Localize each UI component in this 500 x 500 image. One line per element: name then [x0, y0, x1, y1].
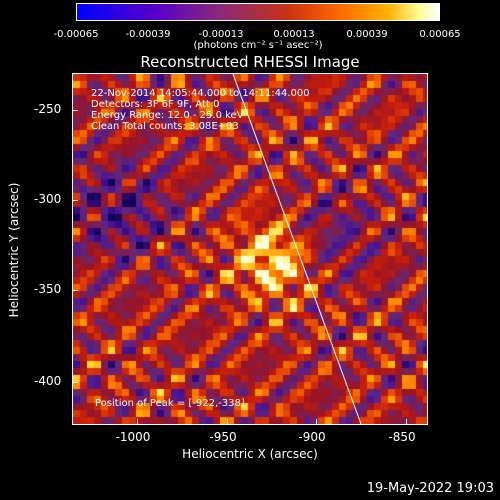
- x-tick-mark: [227, 419, 228, 425]
- plot-title: Reconstructed RHESSI Image: [140, 53, 360, 71]
- x-tick-mark: [406, 419, 407, 425]
- x-axis-label: Heliocentric X (arcsec): [182, 447, 318, 461]
- colorbar-tick: 0.00039: [346, 29, 388, 40]
- y-tick-label: -300: [34, 192, 62, 206]
- colorbar: [76, 3, 440, 21]
- colorbar-tick: -0.00039: [125, 29, 171, 40]
- y-tick-mark: [72, 290, 78, 291]
- x-tick-mark: [316, 419, 317, 425]
- x-tick-mark: [137, 419, 138, 425]
- colorbar-tick: -0.00065: [53, 29, 99, 40]
- solar-limb-line: [232, 74, 362, 424]
- colorbar-tick: -0.00013: [198, 29, 244, 40]
- y-tick-label: -400: [34, 374, 62, 388]
- x-tick-label: -900: [298, 430, 326, 444]
- info-energy-range: Energy Range: 12.0 - 25.0 keV: [91, 110, 244, 121]
- y-tick-mark: [72, 382, 78, 383]
- limb-line-overlay: [232, 74, 362, 424]
- x-tick-label: -950: [209, 430, 237, 444]
- render-timestamp: 19-May-2022 19:03: [366, 481, 494, 496]
- colorbar-tick: 0.00013: [273, 29, 315, 40]
- info-detectors: Detectors: 3F 6F 9F, Att 0: [91, 99, 220, 110]
- info-time-range: 22-Nov-2014 14:05:44.000 to 14:11:44.000: [91, 88, 310, 99]
- heatmap-image: [73, 74, 427, 424]
- x-tick-label: -1000: [115, 430, 151, 444]
- y-tick-mark: [72, 200, 78, 201]
- image-plot-area: 22-Nov-2014 14:05:44.000 to 14:11:44.000…: [72, 73, 428, 425]
- colorbar-units: (photons cm⁻² s⁻¹ asec⁻²): [193, 40, 323, 51]
- info-total-counts: Clean Total counts: 3.08E+03: [91, 121, 239, 132]
- x-tick-label: -850: [388, 430, 416, 444]
- y-tick-label: -250: [34, 102, 62, 116]
- y-tick-mark: [72, 110, 78, 111]
- y-tick-label: -350: [34, 282, 62, 296]
- y-axis-label: Heliocentric Y (arcsec): [7, 182, 21, 318]
- info-peak-position: Position of Peak = [-922,-338]: [95, 398, 245, 409]
- colorbar-tick: 0.00065: [419, 29, 461, 40]
